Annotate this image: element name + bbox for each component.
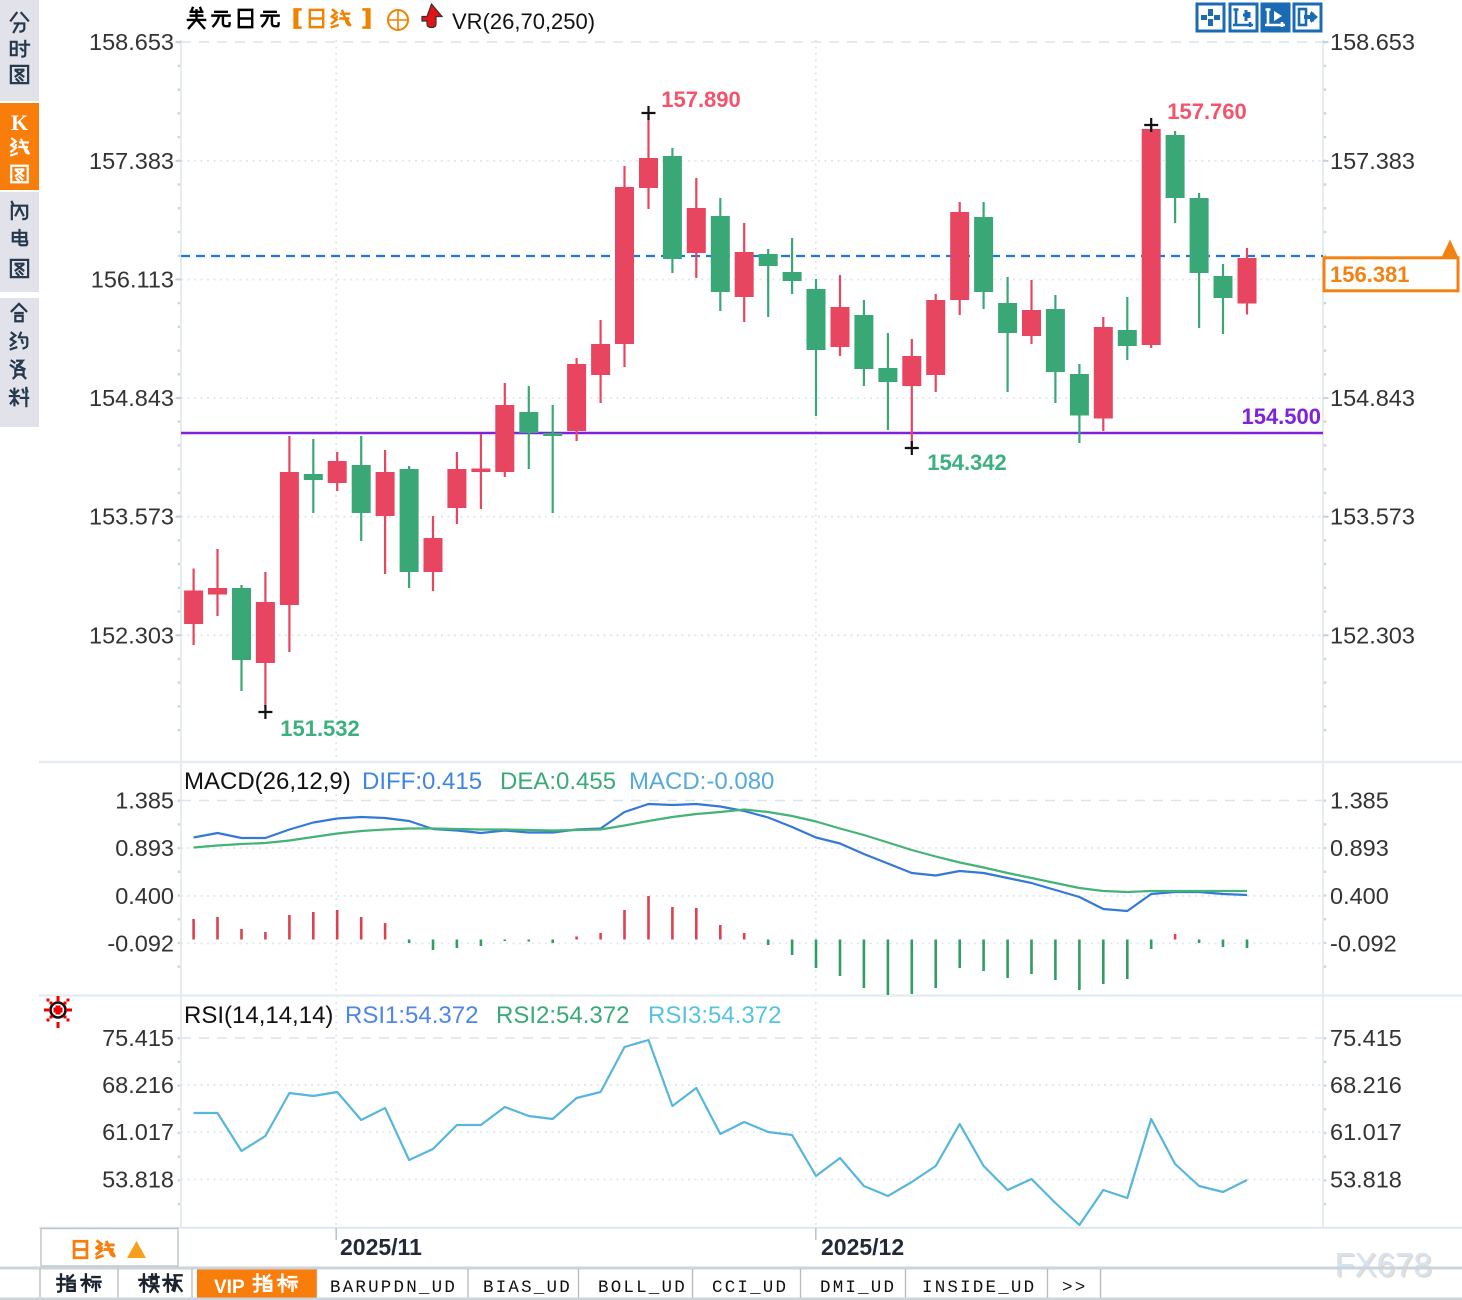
svg-text:53.818: 53.818 — [1330, 1167, 1402, 1193]
svg-text:156.113: 156.113 — [91, 267, 174, 293]
svg-text:0.400: 0.400 — [1330, 883, 1389, 909]
svg-text:154.843: 154.843 — [1330, 385, 1415, 411]
svg-text:158.653: 158.653 — [1330, 29, 1415, 55]
svg-text:-0.092: -0.092 — [1330, 930, 1397, 956]
svg-text:156.381: 156.381 — [1330, 262, 1410, 287]
svg-text:RSI2:54.372: RSI2:54.372 — [496, 1002, 629, 1029]
svg-text:VIP: VIP — [214, 1277, 245, 1298]
svg-text:152.303: 152.303 — [1330, 622, 1415, 648]
svg-text:154.843: 154.843 — [89, 385, 174, 411]
svg-text:-0.092: -0.092 — [107, 930, 174, 956]
svg-text:FX678: FX678 — [1336, 1248, 1433, 1285]
svg-text:FX678: FX678 — [1335, 1246, 1432, 1283]
svg-text:DIFF:0.415: DIFF:0.415 — [362, 768, 482, 795]
svg-text:157.383: 157.383 — [1330, 148, 1415, 174]
svg-text:MACD(26,12,9): MACD(26,12,9) — [184, 768, 351, 795]
svg-text:0.893: 0.893 — [115, 835, 174, 861]
svg-text:61.017: 61.017 — [1330, 1119, 1402, 1145]
svg-text:157.383: 157.383 — [89, 148, 174, 174]
svg-text:0.400: 0.400 — [115, 883, 174, 909]
svg-text:DMI_UD: DMI_UD — [820, 1278, 896, 1298]
svg-text:2025/11: 2025/11 — [340, 1234, 422, 1260]
svg-text:DEA:0.455: DEA:0.455 — [500, 768, 616, 795]
svg-text:RSI1:54.372: RSI1:54.372 — [345, 1002, 478, 1029]
svg-text:75.415: 75.415 — [1330, 1025, 1402, 1051]
svg-text:>>: >> — [1062, 1278, 1087, 1298]
svg-text:BARUPDN_UD: BARUPDN_UD — [330, 1278, 457, 1298]
svg-text:154.500: 154.500 — [1241, 404, 1321, 429]
svg-text:CCI_UD: CCI_UD — [712, 1278, 788, 1298]
svg-text:152.303: 152.303 — [89, 622, 174, 648]
svg-text:157.760: 157.760 — [1167, 99, 1247, 124]
svg-text:VR(26,70,250): VR(26,70,250) — [452, 9, 595, 34]
svg-text:153.573: 153.573 — [89, 504, 174, 530]
svg-text:61.017: 61.017 — [102, 1119, 174, 1145]
svg-text:68.216: 68.216 — [102, 1072, 174, 1098]
svg-text:2025/12: 2025/12 — [821, 1234, 904, 1260]
svg-text:68.216: 68.216 — [1330, 1072, 1402, 1098]
svg-text:153.573: 153.573 — [1330, 504, 1415, 530]
svg-text:RSI(14,14,14): RSI(14,14,14) — [184, 1002, 333, 1029]
svg-text:75.415: 75.415 — [102, 1025, 174, 1051]
svg-text:BOLL_UD: BOLL_UD — [598, 1278, 687, 1298]
svg-text:1.385: 1.385 — [115, 788, 174, 814]
svg-text:BIAS_UD: BIAS_UD — [483, 1278, 572, 1298]
svg-text:151.532: 151.532 — [280, 716, 360, 741]
svg-text:MACD:-0.080: MACD:-0.080 — [629, 768, 774, 795]
svg-text:158.653: 158.653 — [89, 29, 174, 55]
svg-text:154.342: 154.342 — [927, 450, 1007, 475]
svg-text:53.818: 53.818 — [102, 1167, 174, 1193]
svg-text:INSIDE_UD: INSIDE_UD — [922, 1278, 1036, 1298]
svg-text:0.893: 0.893 — [1330, 835, 1389, 861]
svg-text:K: K — [11, 110, 28, 135]
svg-text:1.385: 1.385 — [1330, 788, 1389, 814]
svg-text:RSI3:54.372: RSI3:54.372 — [648, 1002, 781, 1029]
svg-text:157.890: 157.890 — [661, 87, 741, 112]
